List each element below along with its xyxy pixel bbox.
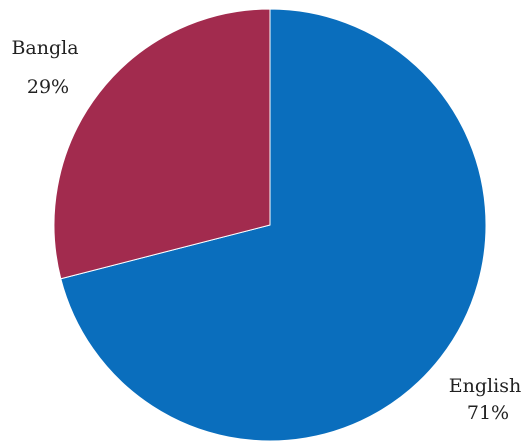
label-english-percent: 71% bbox=[467, 402, 509, 424]
label-bangla-name: Bangla bbox=[11, 37, 78, 59]
pie-slice-bangla bbox=[53, 8, 271, 280]
label-english-name: English bbox=[449, 375, 521, 397]
pie-slices bbox=[53, 8, 487, 441]
label-bangla-percent: 29% bbox=[27, 76, 69, 98]
pie-slice-english bbox=[60, 8, 487, 441]
